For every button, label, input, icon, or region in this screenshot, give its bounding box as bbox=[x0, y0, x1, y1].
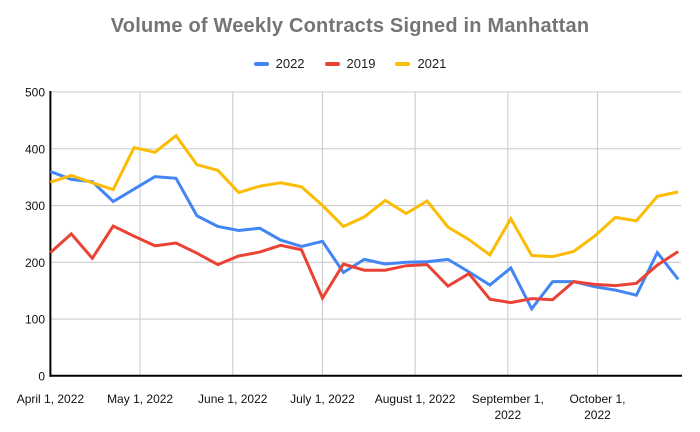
y-axis-tick-label: 500 bbox=[25, 86, 45, 100]
chart-title: Volume of Weekly Contracts Signed in Man… bbox=[110, 15, 590, 37]
series-line-2019[interactable] bbox=[49, 224, 680, 305]
x-axis-tick-label: October 1, bbox=[569, 392, 625, 406]
legend-label: 2022 bbox=[275, 56, 305, 71]
x-axis-tick-label: 2022 bbox=[494, 408, 521, 422]
series-line-2021[interactable] bbox=[49, 133, 679, 259]
y-axis-tick-label: 300 bbox=[25, 199, 45, 213]
legend-swatch-2022 bbox=[253, 61, 269, 66]
y-axis-tick-label: 400 bbox=[25, 142, 45, 156]
legend-item-2022[interactable]: 2022 bbox=[253, 56, 305, 71]
legend-swatch-2019 bbox=[324, 61, 340, 66]
legend-swatch-2021 bbox=[395, 61, 411, 66]
x-axis-tick-label: June 1, 2022 bbox=[198, 392, 268, 406]
y-axis-tick-label: 200 bbox=[25, 256, 45, 270]
x-axis-tick-label: May 1, 2022 bbox=[107, 392, 173, 406]
x-axis-tick-label: April 1, 2022 bbox=[17, 392, 85, 406]
legend-item-2019[interactable]: 2019 bbox=[324, 56, 376, 71]
legend: 2022 2019 2021 bbox=[0, 56, 700, 71]
x-axis-tick-label: July 1, 2022 bbox=[290, 392, 355, 406]
x-axis-tick-label: August 1, 2022 bbox=[375, 392, 456, 406]
x-axis-tick-label: 2022 bbox=[584, 408, 611, 422]
y-axis-tick-label: 0 bbox=[38, 369, 45, 383]
legend-item-2021[interactable]: 2021 bbox=[395, 56, 446, 71]
gridlines: 0 100 200 300 400 500 April 1, 2022 May 1, 2022… bbox=[17, 86, 681, 422]
legend-label: 2019 bbox=[346, 56, 376, 71]
y-axis-tick-label: 100 bbox=[25, 313, 45, 327]
x-axis-tick-label: September 1, bbox=[472, 392, 544, 406]
legend-label: 2021 bbox=[417, 56, 447, 71]
